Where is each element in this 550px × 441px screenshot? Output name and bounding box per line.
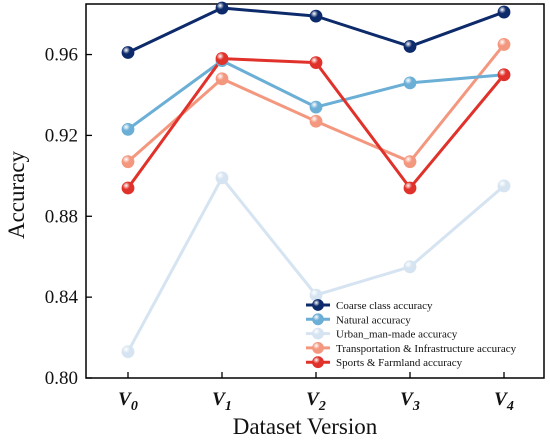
y-axis: 0.80 0.84 0.88 0.92 0.96 <box>45 45 92 389</box>
data-point <box>121 181 135 195</box>
x-tick-label: V0 <box>118 389 138 414</box>
legend: Coarse class accuracy Natural accuracy Urb… <box>306 299 517 369</box>
series-layer <box>121 1 511 359</box>
legend-label: Natural accuracy <box>336 314 411 326</box>
data-point <box>403 76 417 90</box>
data-point <box>403 155 417 169</box>
legend-swatch-marker <box>312 313 324 326</box>
data-point <box>309 114 323 128</box>
y-tick-label: 0.96 <box>45 45 78 66</box>
x-tick-label: V4 <box>494 389 514 414</box>
data-point <box>403 40 417 53</box>
data-point <box>403 260 417 274</box>
legend-label: Urban_man-made accuracy <box>336 329 458 341</box>
legend-swatch-marker <box>312 341 324 354</box>
x-tick-label: V3 <box>400 389 420 414</box>
legend-label: Transportation & Infrastructure accuracy <box>336 343 517 355</box>
data-point <box>121 345 135 359</box>
data-point <box>403 181 417 195</box>
data-point <box>497 38 511 51</box>
data-point <box>121 122 135 136</box>
legend-swatch-marker <box>312 327 324 340</box>
legend-label: Sports & Farmland accuracy <box>336 357 463 369</box>
legend-swatch-marker <box>312 356 324 369</box>
x-axis: V0 V1 V2 V3 V4 <box>118 372 514 414</box>
y-tick-label: 0.84 <box>45 287 79 308</box>
data-point <box>309 288 323 302</box>
data-point <box>309 56 323 70</box>
data-point <box>215 52 229 65</box>
series-line <box>126 176 505 353</box>
data-point <box>121 155 135 169</box>
data-point <box>215 171 229 185</box>
data-point <box>215 72 229 86</box>
data-point <box>497 5 511 19</box>
y-tick-label: 0.92 <box>45 125 78 146</box>
y-tick-label: 0.88 <box>45 206 78 227</box>
y-axis-title: Accuracy <box>4 150 29 239</box>
y-tick-label: 0.80 <box>45 368 78 389</box>
data-point <box>309 9 323 23</box>
x-tick-label: V2 <box>306 389 326 414</box>
x-axis-title: Dataset Version <box>233 414 378 439</box>
data-point <box>215 1 229 15</box>
legend-swatch-marker <box>312 299 324 311</box>
data-point <box>121 46 135 59</box>
x-tick-label: V1 <box>212 389 232 414</box>
data-point <box>497 68 511 82</box>
legend-label: Coarse class accuracy <box>336 300 433 312</box>
data-point <box>497 179 511 193</box>
data-point <box>309 100 323 114</box>
plot-frame <box>85 3 545 379</box>
